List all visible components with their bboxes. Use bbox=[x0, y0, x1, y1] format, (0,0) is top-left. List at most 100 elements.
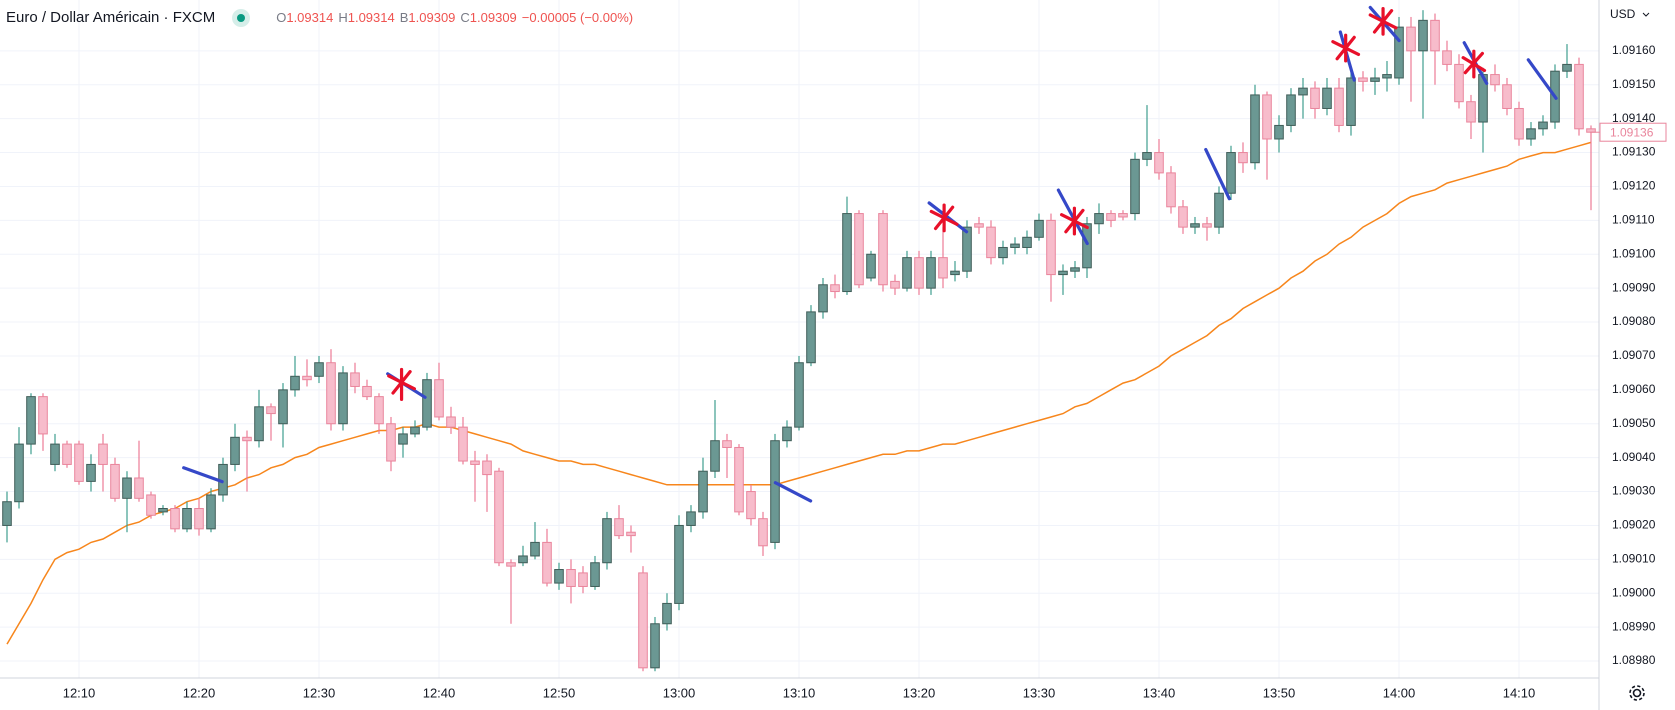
x-tick-label: 13:10 bbox=[783, 685, 816, 700]
candle-body bbox=[926, 257, 936, 289]
symbol-title[interactable]: Euro / Dollar Américain · FXCM bbox=[6, 9, 216, 26]
candle-body bbox=[98, 443, 108, 465]
candle-body bbox=[170, 508, 180, 530]
x-tick-label: 13:20 bbox=[903, 685, 936, 700]
ohlc-label: B bbox=[399, 10, 409, 25]
last-price-box bbox=[1599, 122, 1667, 142]
candle-body bbox=[1442, 50, 1452, 65]
x-tick-label: 13:00 bbox=[663, 685, 696, 700]
candle-body bbox=[1250, 94, 1260, 164]
y-tick-label: 1.09120 bbox=[1612, 179, 1656, 193]
y-tick-label: 1.09160 bbox=[1612, 43, 1656, 57]
y-tick-label: 1.09060 bbox=[1612, 382, 1656, 396]
candle-body bbox=[1202, 223, 1212, 228]
candle-body bbox=[962, 226, 972, 272]
candle-body bbox=[662, 602, 672, 625]
candle-body bbox=[722, 440, 732, 448]
candle-body bbox=[1166, 172, 1176, 208]
candle-body bbox=[230, 436, 240, 465]
candle-body bbox=[866, 253, 876, 279]
candle-body bbox=[758, 518, 768, 547]
candle-body bbox=[290, 375, 300, 391]
candle-body bbox=[1298, 87, 1308, 96]
candle-body bbox=[350, 372, 360, 387]
candle-body bbox=[158, 508, 168, 513]
candle-body bbox=[902, 257, 912, 289]
ohlc-value: 1.09309 bbox=[408, 10, 456, 25]
candle-body bbox=[710, 440, 720, 472]
candle-body bbox=[398, 433, 408, 445]
candle-body bbox=[86, 463, 96, 482]
settings-icon[interactable] bbox=[1629, 685, 1645, 701]
candle-body bbox=[1034, 219, 1044, 238]
candle-body bbox=[494, 470, 504, 564]
grid bbox=[0, 0, 1599, 678]
candle-body bbox=[1286, 94, 1296, 126]
x-tick-label: 12:20 bbox=[183, 685, 216, 700]
candle-body bbox=[1082, 223, 1092, 269]
candle-body bbox=[626, 531, 636, 537]
currency-label[interactable]: USD bbox=[1610, 7, 1636, 21]
candle-body bbox=[314, 362, 324, 377]
candle-body bbox=[242, 436, 252, 442]
candle-body bbox=[506, 562, 516, 567]
candle-body bbox=[1538, 121, 1548, 130]
candle-body bbox=[1406, 26, 1416, 52]
y-tick-label: 1.09080 bbox=[1612, 314, 1656, 328]
candle-body bbox=[338, 372, 348, 425]
y-tick-label: 1.08980 bbox=[1612, 653, 1656, 667]
candle-body bbox=[26, 396, 36, 445]
candle-body bbox=[1514, 107, 1524, 140]
red-stars bbox=[387, 6, 1487, 402]
candle-body bbox=[14, 443, 24, 503]
candle-body bbox=[590, 562, 600, 587]
candle-body bbox=[890, 280, 900, 289]
candle-body bbox=[986, 226, 996, 259]
y-tick-label: 1.09000 bbox=[1612, 585, 1656, 599]
candle-body bbox=[602, 518, 612, 564]
candle-body bbox=[830, 284, 840, 293]
candle-body bbox=[542, 541, 552, 584]
candle-body bbox=[914, 257, 924, 289]
y-tick-label: 1.09070 bbox=[1612, 348, 1656, 362]
candle-body bbox=[470, 460, 480, 465]
currency-chevron bbox=[1642, 12, 1650, 17]
candle-body bbox=[878, 213, 888, 286]
candle-body bbox=[326, 362, 336, 425]
candle-body bbox=[1274, 124, 1284, 140]
y-tick-label: 1.08990 bbox=[1612, 619, 1656, 633]
candle-body bbox=[182, 508, 192, 530]
candle-body bbox=[2, 501, 12, 526]
candle-body bbox=[794, 362, 804, 428]
candle-body bbox=[194, 508, 204, 530]
candle-body bbox=[1094, 213, 1104, 225]
candle-body bbox=[1070, 267, 1080, 272]
candle-body bbox=[1586, 128, 1596, 133]
candle-body bbox=[1130, 158, 1140, 215]
candle-body bbox=[1118, 213, 1128, 218]
candles bbox=[2, 10, 1596, 672]
candle-body bbox=[146, 494, 156, 516]
candle-body bbox=[62, 443, 72, 465]
candle-body bbox=[578, 572, 588, 587]
candle-body bbox=[1502, 84, 1512, 109]
candle-body bbox=[854, 213, 864, 286]
ohlc: O 1.09314 H 1.09314 B 1.09309 C 1.09309 bbox=[271, 10, 517, 25]
candle-body bbox=[650, 623, 660, 669]
candle-body bbox=[386, 423, 396, 462]
x-tick-label: 12:10 bbox=[63, 685, 96, 700]
candle-body bbox=[122, 477, 132, 499]
candle-body bbox=[1310, 87, 1320, 109]
candle-body bbox=[746, 491, 756, 520]
candle-body bbox=[1370, 77, 1380, 82]
candle-body bbox=[1046, 219, 1056, 276]
ohlc-value: 1.09309 bbox=[469, 10, 517, 25]
candle-body bbox=[1394, 26, 1404, 79]
y-tick-label: 1.09010 bbox=[1612, 552, 1656, 566]
candle-body bbox=[1058, 270, 1068, 276]
y-tick-label: 1.09050 bbox=[1612, 416, 1656, 430]
change: −0.00005 (−0.00%) bbox=[521, 10, 634, 25]
candle-body bbox=[206, 494, 216, 530]
y-tick-label: 1.09150 bbox=[1612, 77, 1656, 91]
